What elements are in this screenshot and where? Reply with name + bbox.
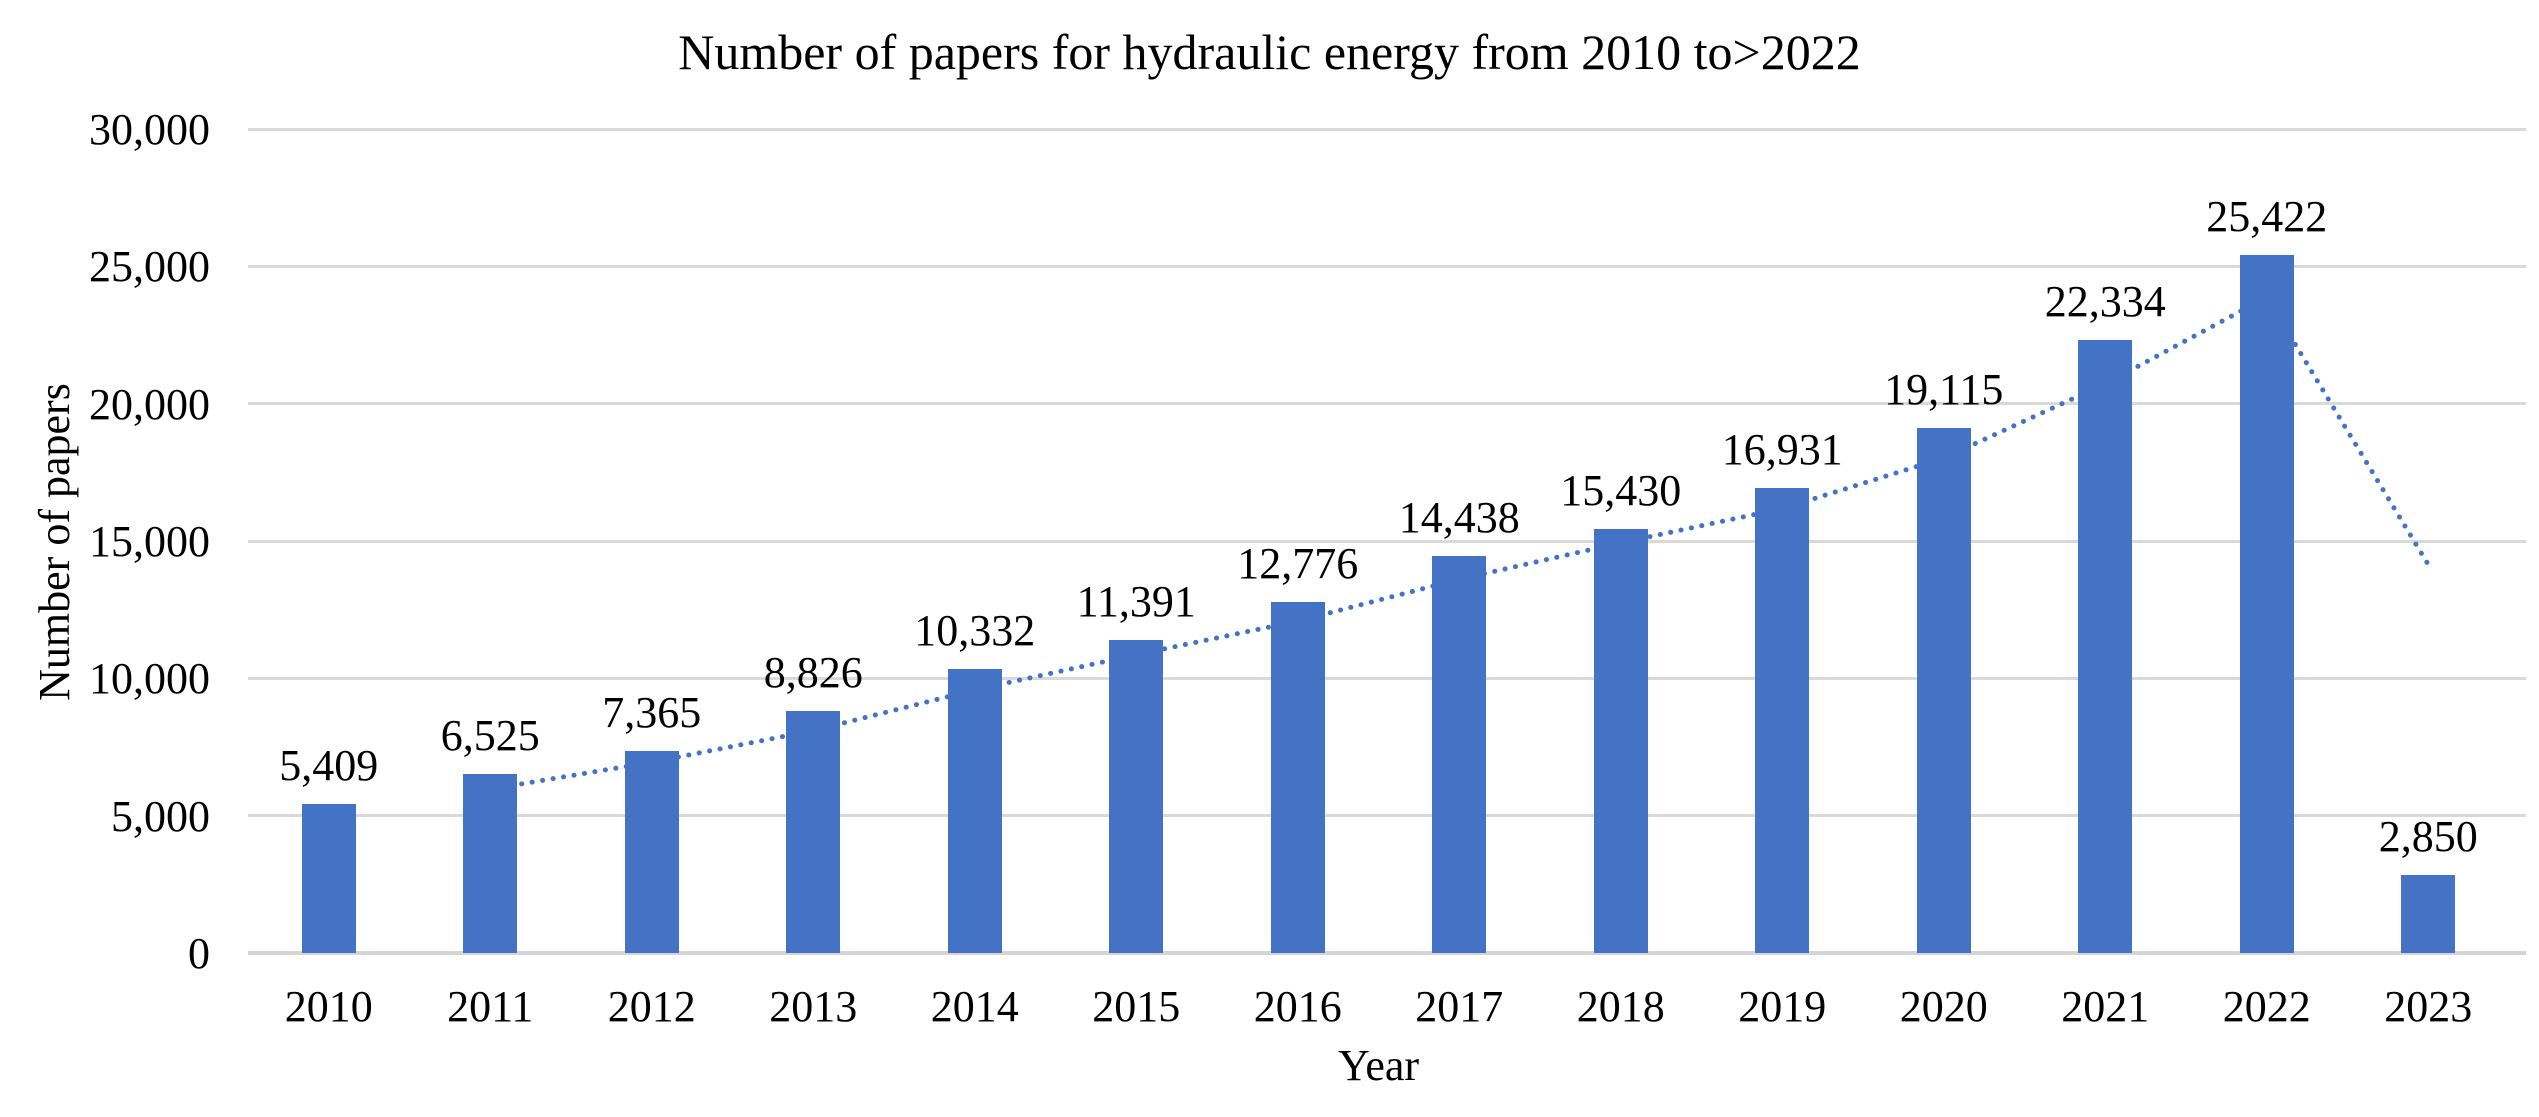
gridline [248,539,2526,543]
bar-2020 [1916,427,1971,953]
bar-value-label: 16,931 [1721,424,1843,474]
bar-2023 [2401,874,2456,953]
bar-2018 [1593,529,1648,953]
x-tick-label: 2010 [284,982,373,1031]
x-tick-label: 2018 [1576,982,1665,1031]
gridline [248,127,2526,131]
bar-value-label: 2,850 [2378,811,2478,861]
x-tick-label: 2023 [2384,982,2473,1031]
bar-2019 [1755,487,1810,953]
bar-2016 [1270,602,1325,953]
x-tick-label: 2013 [769,982,858,1031]
bar-value-label: 22,334 [2044,276,2166,326]
x-tick-label: 2021 [2061,982,2150,1031]
bar-2015 [1109,640,1164,953]
bar-value-label: 19,115 [1884,364,2004,414]
bar-value-label: 25,422 [2206,191,2328,241]
gridline [248,676,2526,680]
bar-value-label: 14,438 [1398,493,1520,543]
bar-2014 [947,669,1002,953]
y-tick-label: 0 [188,929,210,978]
chart-title: Number of papers for hydraulic energy fr… [678,24,1861,80]
bar-2010 [301,804,356,953]
bar-2013 [786,710,841,953]
x-tick-label: 2020 [1899,982,1988,1031]
bar-value-label: 7,365 [602,687,702,737]
bar-2011 [463,773,518,953]
x-axis-line [248,951,2526,955]
bar-2022 [2239,254,2294,953]
bar-2012 [624,750,679,953]
x-tick-label: 2012 [607,982,696,1031]
bar-value-label: 15,430 [1560,466,1682,516]
y-tick-label: 10,000 [89,654,210,704]
x-tick-label: 2022 [2222,982,2311,1031]
bar-value-label: 11,391 [1076,577,1196,627]
y-tick-label: 5,000 [111,791,210,841]
gridline [248,814,2526,818]
bar-2021 [2078,339,2133,953]
x-tick-label: 2011 [447,982,534,1031]
y-tick-label: 15,000 [89,517,210,566]
y-tick-label: 30,000 [89,105,210,154]
x-tick-label: 2014 [930,982,1019,1031]
y-tick-label: 25,000 [89,242,210,292]
x-axis-title: Year [1337,1041,1420,1090]
x-tick-label: 2016 [1253,982,1342,1031]
bar-value-label: 5,409 [279,741,379,791]
bar-value-label: 10,332 [914,606,1036,656]
gridline [248,402,2526,406]
bar-value-label: 6,525 [440,710,540,760]
x-tick-label: 2015 [1092,982,1181,1031]
x-tick-label: 2019 [1738,982,1827,1031]
bar-2017 [1432,556,1487,953]
x-tick-label: 2017 [1415,982,1504,1031]
y-tick-label: 20,000 [89,379,210,429]
bar-value-label: 12,776 [1237,539,1359,589]
gridline [248,264,2526,268]
bar-value-label: 8,826 [763,647,863,697]
